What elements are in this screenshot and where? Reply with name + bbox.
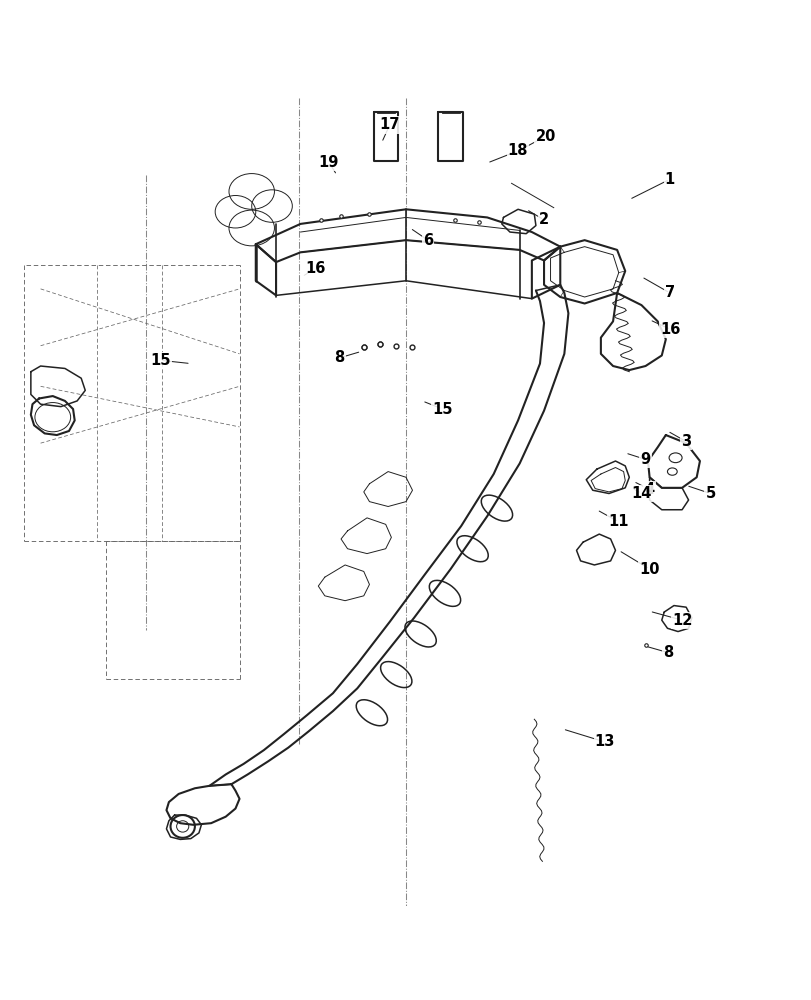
Text: 17: 17 [379,117,400,132]
Text: 8: 8 [663,645,672,660]
Text: 7: 7 [664,285,674,300]
Text: 11: 11 [607,514,629,529]
Text: 20: 20 [534,129,556,144]
Text: 6: 6 [423,233,432,248]
Text: 16: 16 [659,322,680,337]
Text: 10: 10 [638,562,659,577]
Text: 14: 14 [630,486,651,501]
Text: 8: 8 [334,350,344,365]
Text: 16: 16 [304,261,325,276]
Text: 1: 1 [664,172,674,187]
Text: 15: 15 [431,402,453,417]
Text: 18: 18 [507,143,528,158]
Text: 12: 12 [671,613,692,628]
Text: 19: 19 [318,155,339,170]
Text: 5: 5 [705,486,714,501]
Text: 13: 13 [594,734,615,749]
Text: 2: 2 [539,212,548,227]
Text: 15: 15 [150,353,171,368]
Text: 3: 3 [680,434,690,449]
Text: 4: 4 [644,482,654,497]
Text: 9: 9 [640,452,650,467]
